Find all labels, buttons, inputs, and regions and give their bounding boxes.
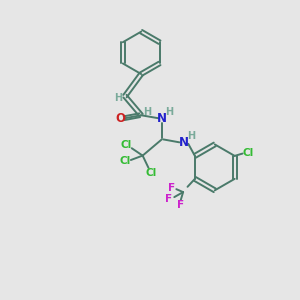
Text: Cl: Cl bbox=[119, 157, 130, 166]
Text: N: N bbox=[157, 112, 167, 125]
Text: F: F bbox=[168, 183, 175, 193]
Text: O: O bbox=[116, 112, 126, 125]
Text: Cl: Cl bbox=[146, 168, 157, 178]
Text: N: N bbox=[179, 136, 189, 149]
Text: H: H bbox=[114, 93, 123, 103]
Text: F: F bbox=[165, 194, 172, 204]
Text: H: H bbox=[165, 107, 173, 117]
Text: H: H bbox=[144, 107, 152, 117]
Text: F: F bbox=[177, 200, 184, 210]
Text: Cl: Cl bbox=[242, 148, 253, 158]
Text: Cl: Cl bbox=[121, 140, 132, 150]
Text: H: H bbox=[187, 131, 195, 142]
